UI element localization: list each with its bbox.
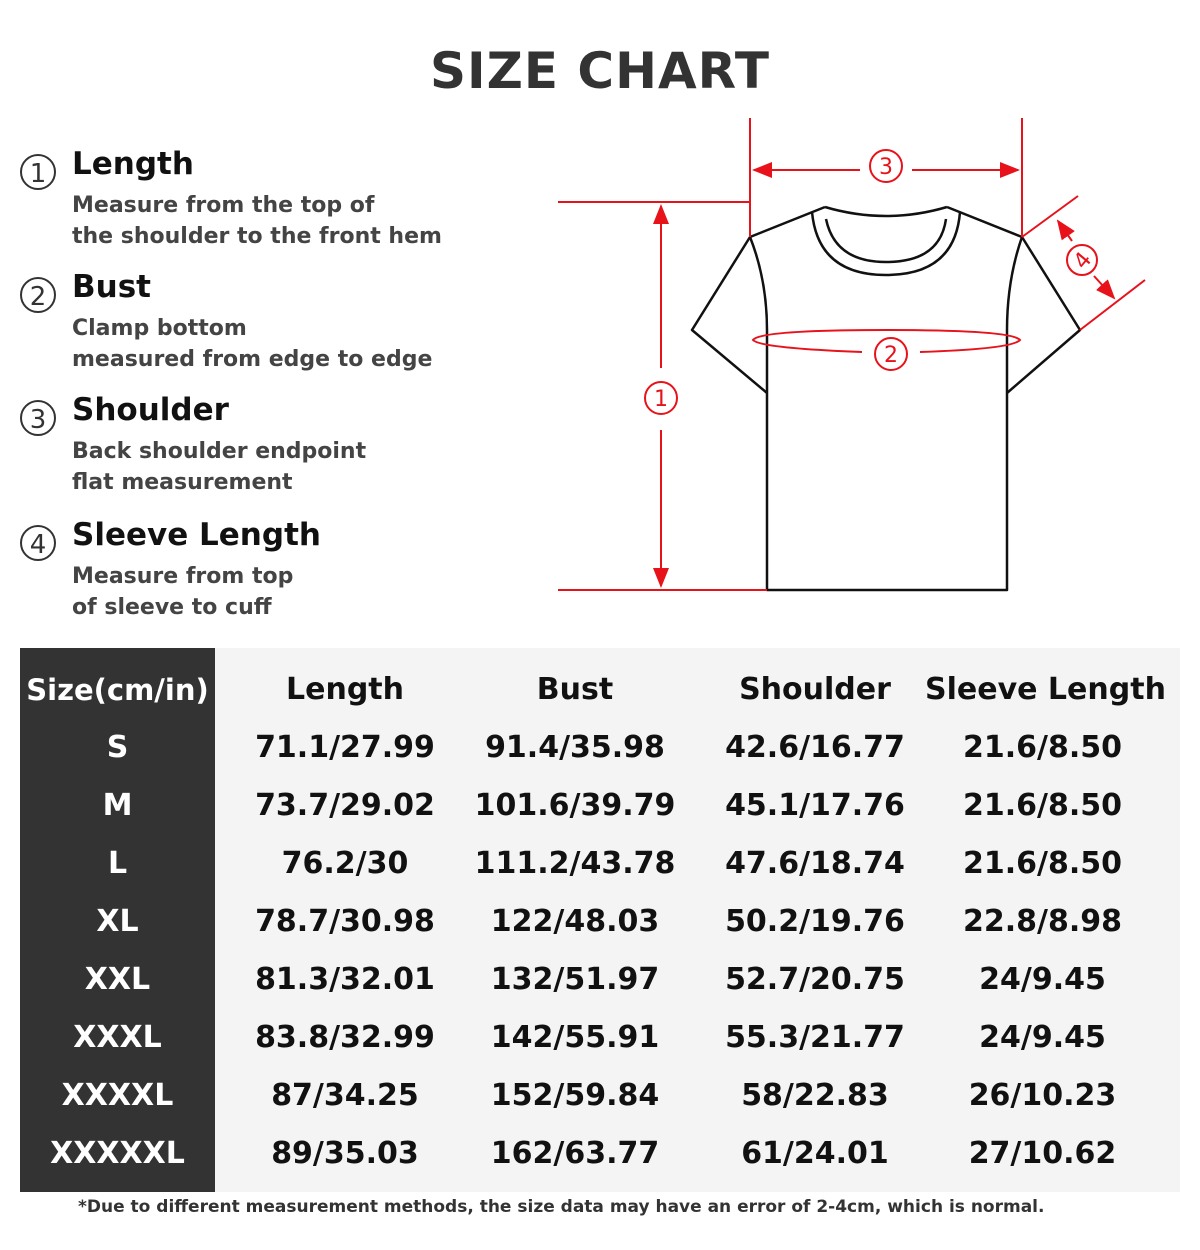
number-4-icon: 4	[20, 525, 56, 561]
diagram-label-3: 3	[879, 155, 893, 180]
size-label: XXXL	[73, 1020, 162, 1055]
table-cell: 91.4/35.98	[485, 730, 665, 765]
label-1-circle	[644, 381, 678, 415]
table-cell: 22.8/8.98	[963, 904, 1122, 939]
table-cell: 132/51.97	[490, 962, 660, 997]
size-label: Size(cm/in)	[26, 673, 209, 707]
size-label: XXXXXL	[50, 1136, 185, 1171]
number-2-icon: 2	[20, 277, 56, 313]
table-cell: 87/34.25	[271, 1078, 419, 1113]
measurement-lines	[558, 118, 1146, 591]
table-cell: 162/63.77	[490, 1136, 660, 1171]
size-table: Size(cm/in) Length Bust Shoulder Sleeve Leng…	[20, 648, 1180, 1192]
measurement-title: Sleeve Length	[72, 517, 321, 553]
table-cell: 71.1/27.99	[255, 730, 435, 765]
size-label: M	[102, 788, 133, 823]
table-cell: 50.2/19.76	[725, 904, 905, 939]
page-title: SIZE CHART	[429, 42, 771, 100]
table-cell: Length	[286, 672, 404, 707]
table-cell: 26/10.23	[968, 1078, 1117, 1113]
size-label: S	[106, 730, 129, 765]
table-cell: 55.3/21.77	[725, 1020, 905, 1055]
table-cell: 52.7/20.75	[725, 962, 905, 997]
table-cell: Shoulder	[739, 672, 891, 707]
desc-line: of sleeve to cuff	[72, 595, 272, 620]
table-row: XXXXL 87/34.25 152/59.84 58/22.83 26/10.23	[20, 1067, 1180, 1125]
desc-line: Clamp bottom	[72, 316, 247, 341]
diagram-label-1: 1	[654, 387, 668, 412]
table-cell: 83.8/32.99	[255, 1020, 435, 1055]
table-cell: 101.6/39.79	[474, 788, 676, 823]
table-row: L 76.2/30 111.2/43.78 47.6/18.74 21.6/8.50	[20, 835, 1180, 893]
desc-line: the shoulder to the front hem	[72, 224, 442, 249]
footnote: *Due to different measurement methods, t…	[78, 1197, 1045, 1217]
table-cell: 21.6/8.50	[963, 730, 1122, 765]
table-cell: 81.3/32.01	[255, 962, 435, 997]
table-cell: 61/24.01	[741, 1136, 889, 1171]
label-4-circle	[1066, 244, 1098, 276]
diagram-label-2: 2	[884, 343, 898, 368]
desc-line: measured from edge to edge	[72, 347, 433, 372]
table-cell: 78.7/30.98	[255, 904, 435, 939]
desc-line: Measure from top	[72, 564, 294, 589]
table-cell: 21.6/8.50	[963, 846, 1122, 881]
table-cell: 122/48.03	[490, 904, 660, 939]
tshirt-outline	[690, 205, 1082, 592]
table-cell: 24/9.45	[979, 1020, 1106, 1055]
table-cell: 89/35.03	[271, 1136, 419, 1171]
table-row: XXXL 83.8/32.99 142/55.91 55.3/21.77 24/9.45	[20, 1009, 1180, 1067]
desc-line: flat measurement	[72, 470, 293, 495]
desc-line: Measure from the top of	[72, 193, 375, 218]
number-1-icon: 1	[20, 154, 56, 190]
measurement-desc: Measure from the top of the shoulder to t…	[72, 190, 442, 252]
table-row: M 73.7/29.02 101.6/39.79 45.1/17.76 21.6/8.5…	[20, 777, 1180, 835]
label-2-circle	[874, 337, 908, 371]
table-cell: 76.2/30	[281, 846, 409, 881]
measurement-desc: Back shoulder endpoint flat measurement	[72, 436, 366, 498]
measurement-desc: Measure from top of sleeve to cuff	[72, 561, 293, 623]
size-column-bg	[20, 648, 215, 1192]
measurement-desc: Clamp bottom measured from edge to edge	[72, 313, 432, 375]
number-3-icon: 3	[20, 400, 56, 436]
table-row: S 71.1/27.99 91.4/35.98 42.6/16.77 21.6/8.50	[20, 719, 1180, 777]
table-cell: 58/22.83	[741, 1078, 889, 1113]
size-label: L	[107, 846, 128, 881]
table-cell: 111.2/43.78	[474, 846, 676, 881]
table-cell: 73.7/29.02	[255, 788, 435, 823]
size-label: XXXXL	[61, 1078, 174, 1113]
measurement-title: Length	[72, 146, 194, 182]
table-row: XXXXXL 89/35.03 162/63.77 61/24.01 27/10.62	[20, 1125, 1180, 1183]
size-label: XXL	[84, 962, 151, 997]
table-cell: 24/9.45	[979, 962, 1106, 997]
table-cell: 21.6/8.50	[963, 788, 1122, 823]
tshirt-diagram: 3 2 1 4	[558, 118, 1146, 592]
diagram-labels	[644, 149, 1098, 415]
desc-line: Back shoulder endpoint	[72, 439, 367, 464]
table-cell: 27/10.62	[968, 1136, 1117, 1171]
table-row: XL 78.7/30.98 122/48.03 50.2/19.76 22.8/8.98	[20, 893, 1180, 951]
label-3-circle	[869, 149, 903, 183]
table-cell: 47.6/18.74	[725, 846, 905, 881]
table-cell: Sleeve Length	[925, 672, 1166, 707]
measurement-title: Shoulder	[72, 392, 229, 428]
table-header-row: Size(cm/in) Length Bust Shoulder Sleeve Leng…	[20, 661, 1180, 719]
size-label: XL	[96, 904, 139, 939]
table-cell: Bust	[536, 672, 614, 707]
table-cell: 42.6/16.77	[725, 730, 905, 765]
measurement-title: Bust	[72, 269, 151, 305]
table-cell: 152/59.84	[490, 1078, 660, 1113]
table-row: XXL 81.3/32.01 132/51.97 52.7/20.75 24/9.45	[20, 951, 1180, 1009]
table-cell: 45.1/17.76	[725, 788, 905, 823]
table-cell: 142/55.91	[490, 1020, 660, 1055]
